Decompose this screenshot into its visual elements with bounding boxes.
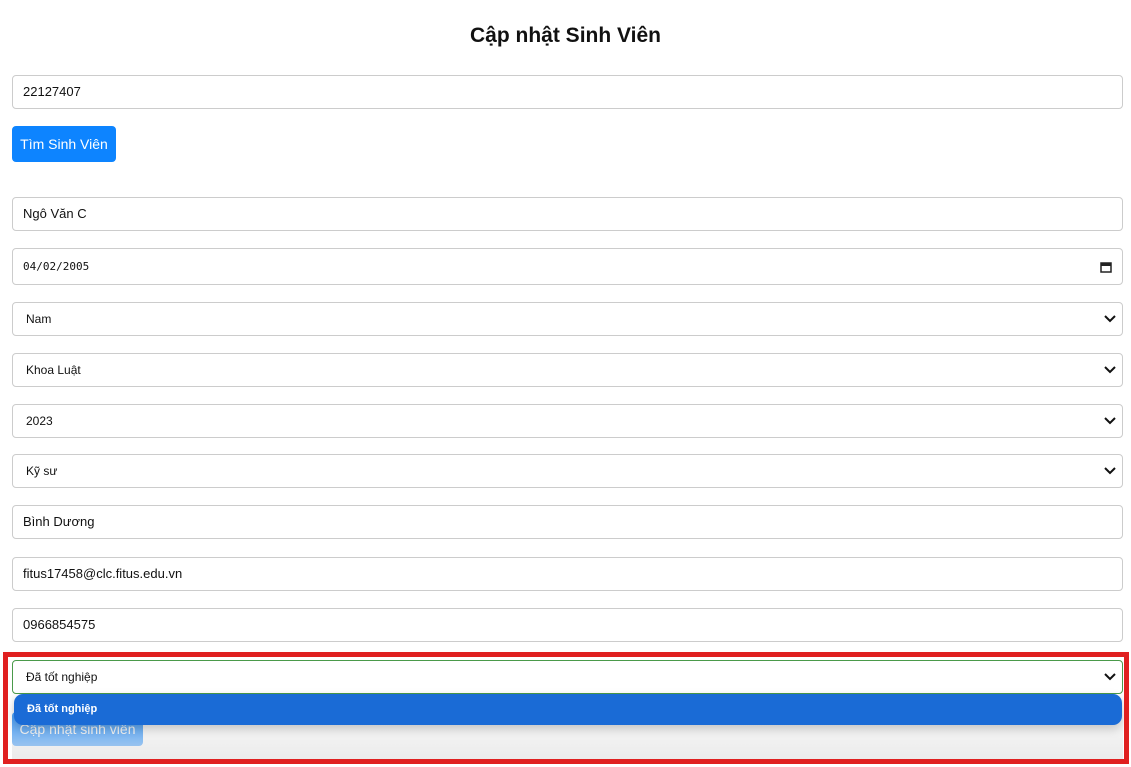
chevron	[1104, 315, 1116, 323]
gender-value: Nam	[26, 312, 52, 326]
calendar-icon[interactable]	[1100, 261, 1112, 273]
program-select[interactable]: Kỹ sư	[12, 454, 1123, 488]
status-value: Đã tốt nghiệp	[26, 670, 98, 684]
chevron	[1104, 417, 1116, 425]
highlight-box	[3, 652, 1129, 764]
faculty-value: Khoa Luật	[26, 363, 81, 377]
chevron	[1104, 366, 1116, 374]
student-id-input[interactable]: 22127407	[12, 75, 1123, 109]
phone-input[interactable]: 0966854575	[12, 608, 1123, 642]
email-input[interactable]: fitus17458@clc.fitus.edu.vn	[12, 557, 1123, 591]
program-value: Kỹ sư	[26, 464, 58, 478]
search-button[interactable]: Tìm Sinh Viên	[12, 126, 116, 162]
birth-date-input[interactable]: 04/02/2005	[12, 248, 1123, 285]
faculty-select[interactable]: Khoa Luật	[12, 353, 1123, 387]
page-title: Cập nhật Sinh Viên	[470, 24, 661, 47]
status-select[interactable]: Đã tốt nghiệp	[12, 660, 1123, 694]
chevron	[1104, 467, 1116, 475]
course-select[interactable]: 2023	[12, 404, 1123, 438]
chevron	[1104, 673, 1116, 681]
date-value: 04/02/2005	[23, 260, 90, 273]
gender-select[interactable]: Nam	[12, 302, 1123, 336]
name-input[interactable]: Ngô Văn C	[12, 197, 1123, 231]
course-value: 2023	[26, 414, 53, 428]
address-input[interactable]: Bình Dương	[12, 505, 1123, 539]
status-option[interactable]: Đã tốt nghiệp	[14, 694, 1122, 725]
